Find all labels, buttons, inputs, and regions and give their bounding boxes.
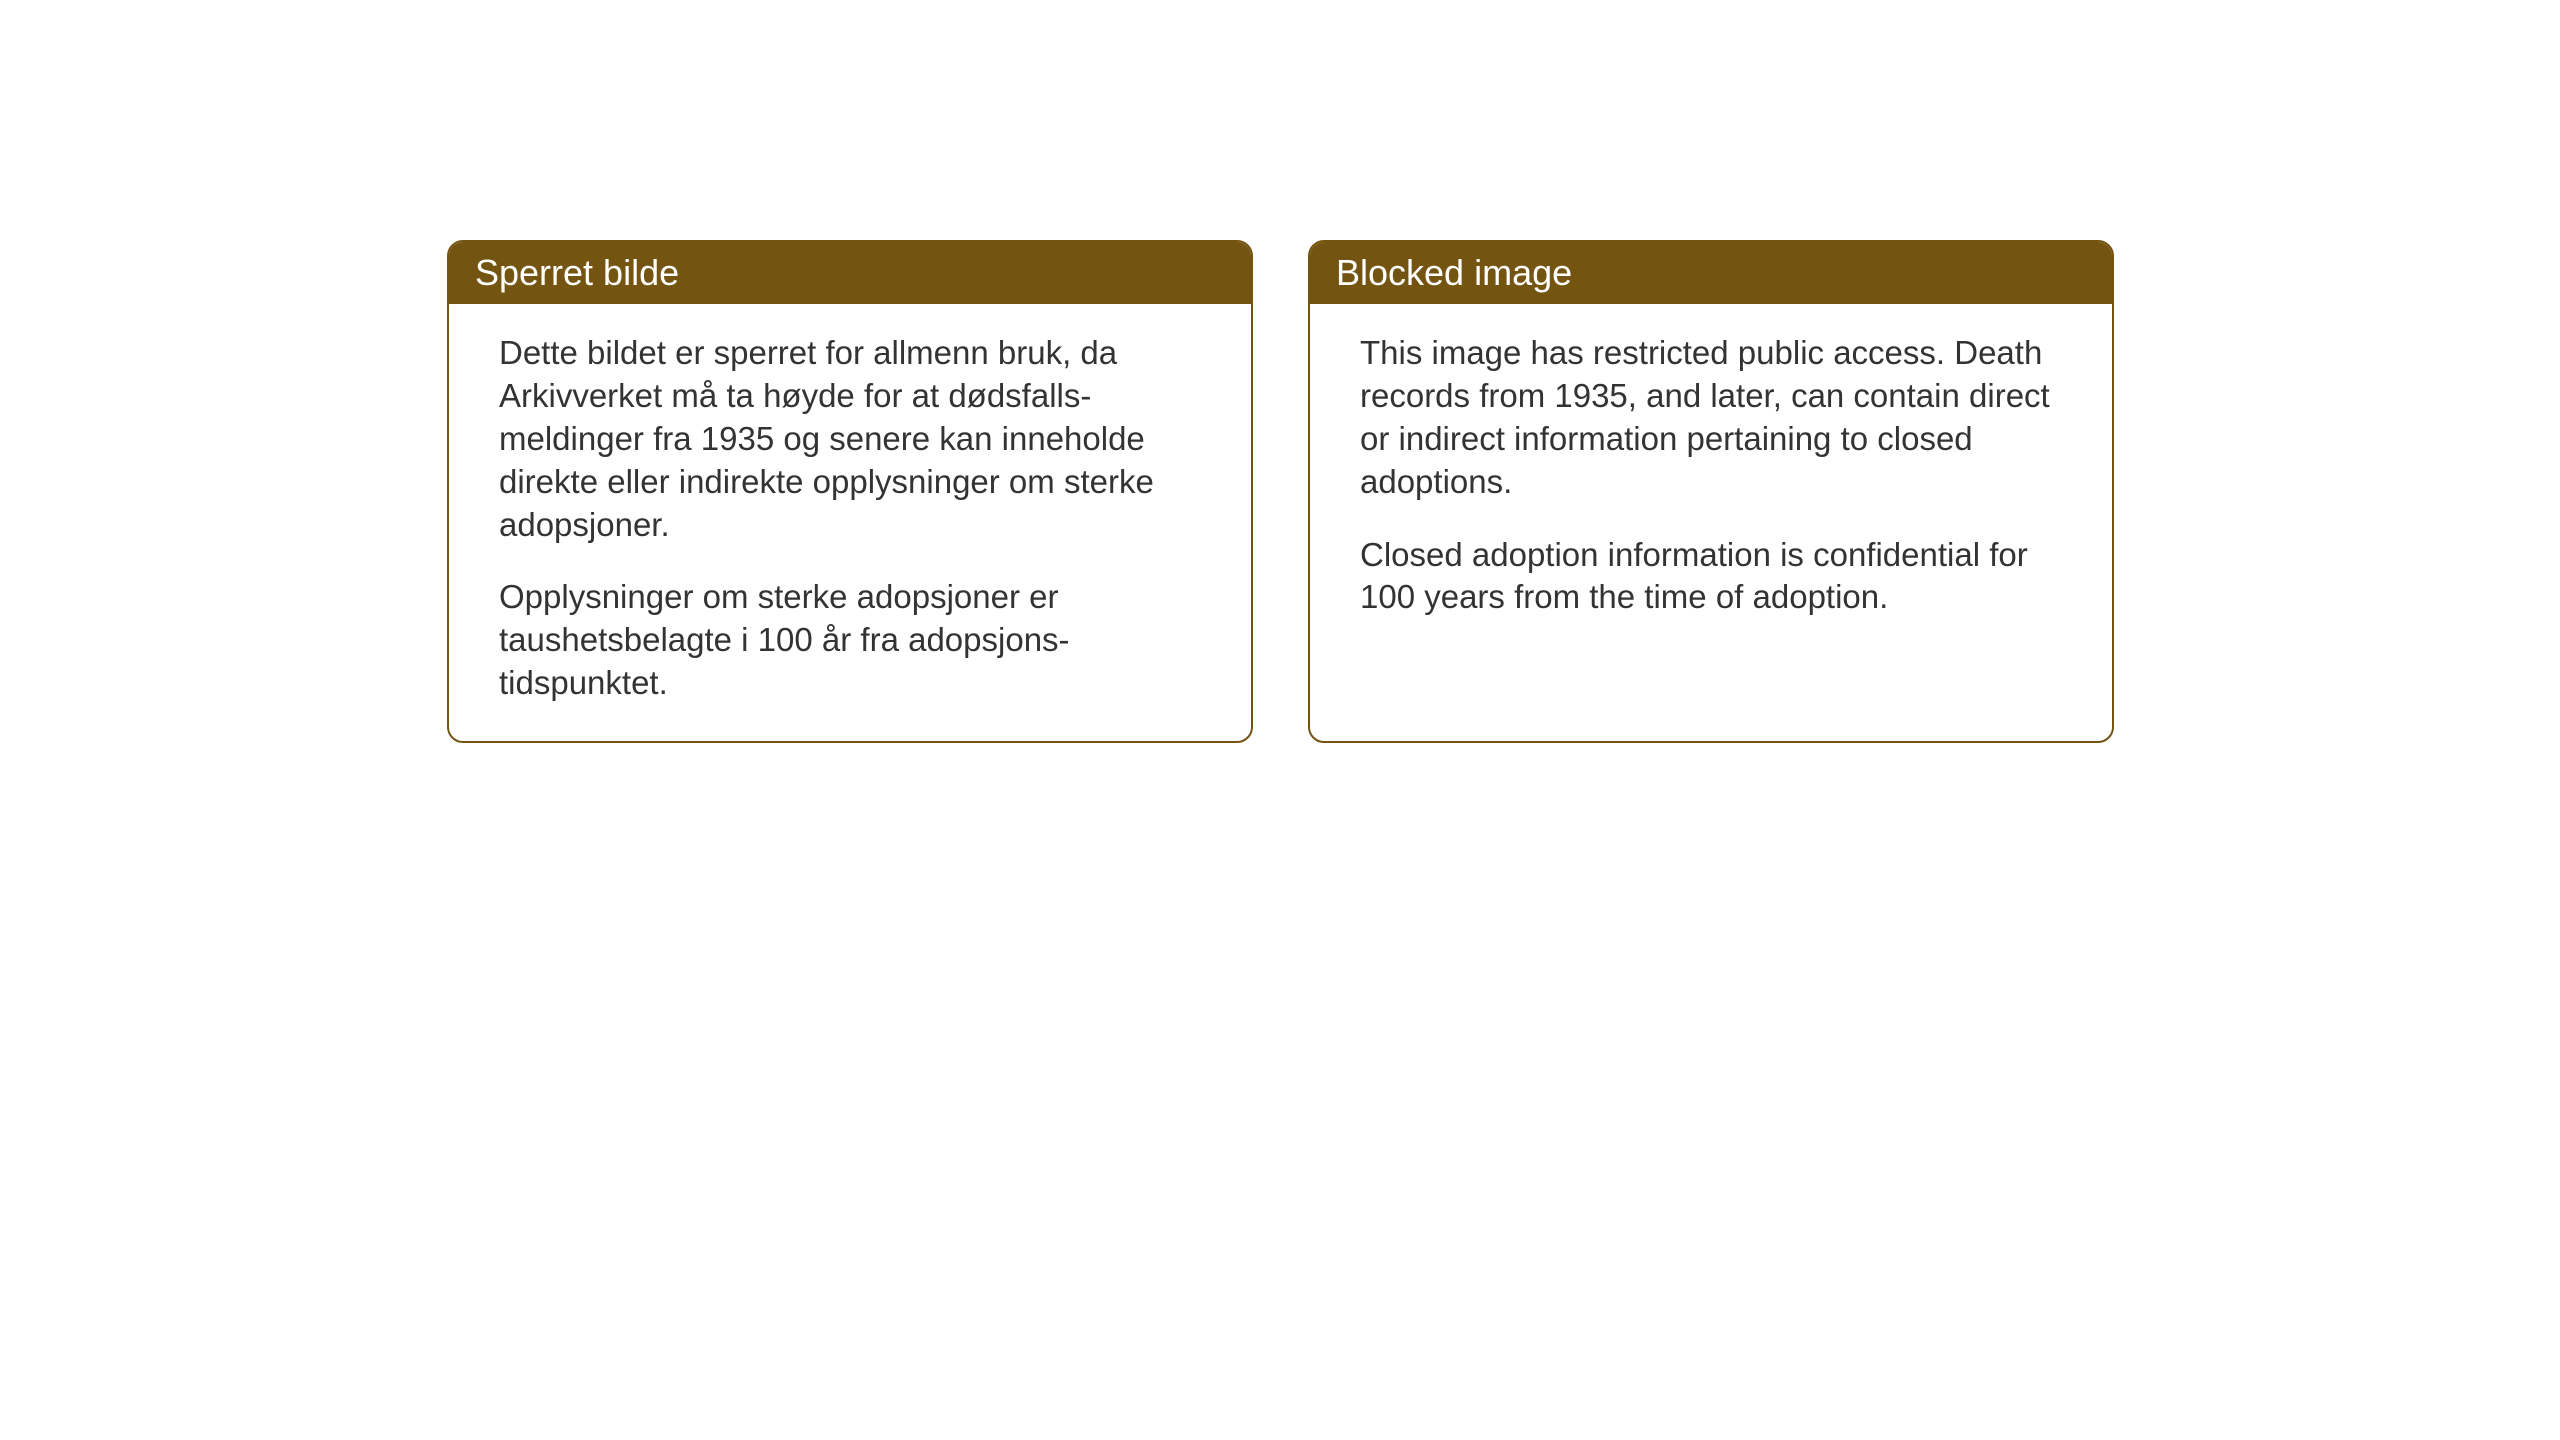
notice-box-norwegian: Sperret bilde Dette bildet er sperret fo…: [447, 240, 1253, 743]
notice-body-norwegian: Dette bildet er sperret for allmenn bruk…: [449, 304, 1251, 741]
notice-header-english: Blocked image: [1310, 242, 2112, 304]
notice-paragraph-2-norwegian: Opplysninger om sterke adopsjoner er tau…: [499, 576, 1201, 705]
notice-container: Sperret bilde Dette bildet er sperret fo…: [447, 240, 2114, 743]
notice-box-english: Blocked image This image has restricted …: [1308, 240, 2114, 743]
notice-header-norwegian: Sperret bilde: [449, 242, 1251, 304]
notice-paragraph-1-english: This image has restricted public access.…: [1360, 332, 2062, 504]
notice-paragraph-1-norwegian: Dette bildet er sperret for allmenn bruk…: [499, 332, 1201, 546]
notice-paragraph-2-english: Closed adoption information is confident…: [1360, 534, 2062, 620]
notice-body-english: This image has restricted public access.…: [1310, 304, 2112, 655]
